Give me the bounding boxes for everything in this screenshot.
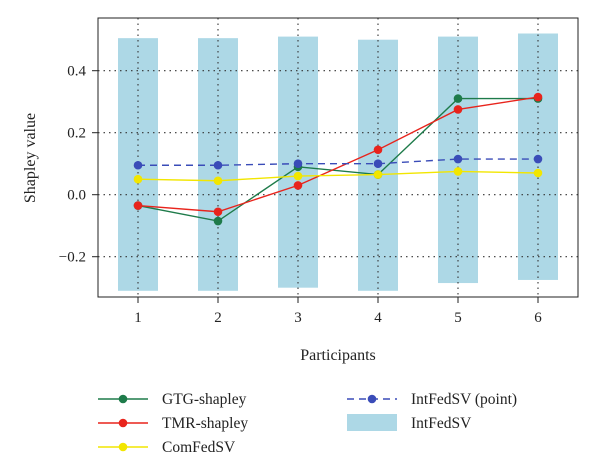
data-point — [373, 159, 383, 168]
y-tick-label: 0.0 — [67, 188, 86, 204]
y-tick-label: −0.2 — [59, 250, 86, 266]
y-tick-label: 0.4 — [67, 64, 86, 80]
data-point — [133, 201, 143, 210]
legend-swatch-bar — [347, 414, 397, 431]
data-point — [453, 167, 463, 176]
legend: GTG-shapley TMR-shapley ComFedSV IntFedSV (… — [98, 391, 517, 456]
data-point — [453, 105, 463, 114]
data-point — [373, 170, 383, 179]
legend-label: GTG-shapley — [162, 391, 247, 408]
legend-label: ComFedSV — [162, 439, 236, 456]
data-point — [213, 216, 223, 226]
data-point — [213, 207, 223, 217]
y-tick-label: 0.2 — [67, 126, 86, 142]
legend-swatch-marker — [118, 442, 128, 452]
data-point — [133, 174, 143, 184]
series-line — [137, 170, 539, 182]
x-tick-label: 3 — [294, 310, 302, 326]
x-tick-label: 6 — [534, 310, 542, 326]
data-point — [533, 92, 543, 102]
series-line — [137, 96, 539, 213]
data-point — [293, 171, 303, 181]
legend-label: TMR-shapley — [162, 415, 248, 432]
x-tick-label: 4 — [374, 310, 382, 326]
series-line — [137, 97, 538, 222]
series-line — [138, 158, 538, 166]
data-point — [453, 94, 463, 103]
legend-swatch-marker — [118, 418, 128, 428]
data-point — [373, 145, 383, 155]
data-point — [533, 168, 543, 178]
y-axis-label: Shapley value — [22, 113, 39, 203]
tick-labels: 1 2 3 4 5 6 −0.2 0.0 0.2 0.4 — [59, 64, 542, 326]
legend-swatch-marker — [118, 394, 128, 404]
grid — [98, 18, 578, 297]
legend-swatch-marker — [367, 394, 377, 404]
legend-label: IntFedSV — [411, 415, 472, 432]
legend-label: IntFedSV (point) — [411, 391, 517, 408]
x-tick-label: 2 — [214, 310, 222, 326]
data-point — [293, 181, 303, 190]
plot-frame — [97, 17, 579, 298]
data-point — [533, 154, 543, 164]
data-point — [133, 160, 143, 170]
data-point — [213, 176, 223, 186]
series-lines — [133, 92, 543, 226]
x-tick-label: 1 — [134, 310, 142, 326]
x-tick-label: 5 — [454, 310, 462, 326]
data-point — [293, 159, 303, 168]
interval-bars — [118, 33, 558, 291]
data-point — [453, 154, 463, 164]
x-axis-label: Participants — [300, 347, 376, 364]
data-point — [213, 160, 223, 170]
